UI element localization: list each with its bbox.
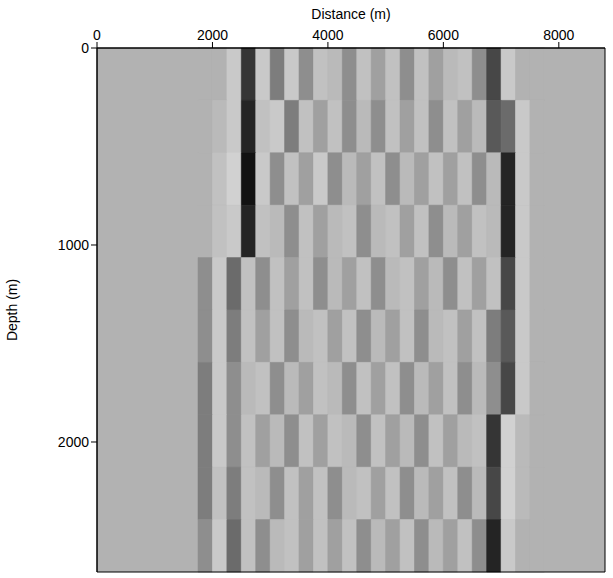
svg-text:2000: 2000 <box>197 27 228 43</box>
svg-text:0: 0 <box>81 40 89 56</box>
svg-text:1000: 1000 <box>58 237 89 253</box>
svg-text:4000: 4000 <box>312 27 343 43</box>
svg-text:Depth (m): Depth (m) <box>4 279 20 341</box>
svg-text:8000: 8000 <box>543 27 574 43</box>
svg-text:6000: 6000 <box>428 27 459 43</box>
svg-text:2000: 2000 <box>58 434 89 450</box>
svg-text:0: 0 <box>93 27 101 43</box>
svg-text:Distance (m): Distance (m) <box>311 6 390 22</box>
